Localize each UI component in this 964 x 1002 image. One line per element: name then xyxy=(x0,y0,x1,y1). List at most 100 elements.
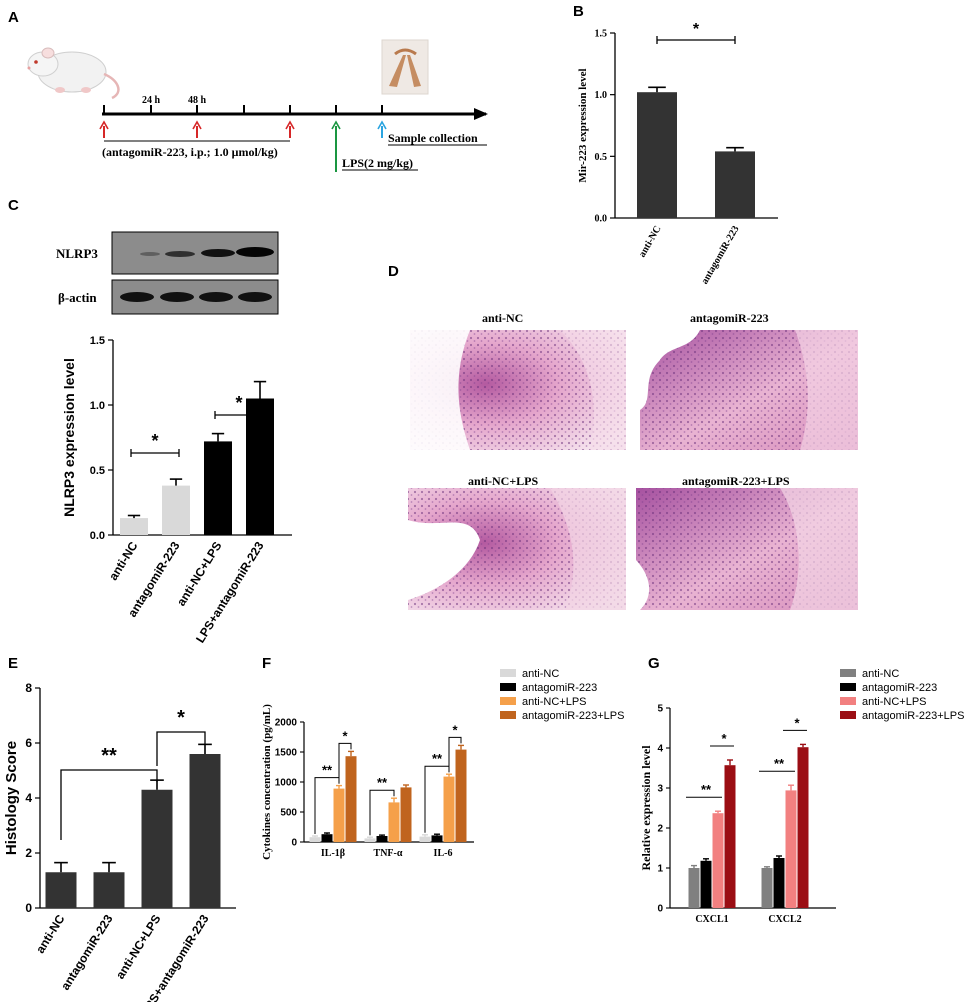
bar-antagomir-223 xyxy=(93,872,125,908)
chart-g: G 0 1 2 3 4 5 Relative expression level CXCL1 CX… xyxy=(639,655,964,925)
bar-antagomir-223-lps xyxy=(724,765,736,908)
bar-antagomir-223-lps xyxy=(797,747,809,908)
y-tick-label: 1.0 xyxy=(595,90,608,101)
y-tick-label: 0 xyxy=(657,904,663,915)
significance-label: ** xyxy=(101,745,117,767)
bar-anti-nc xyxy=(45,872,77,908)
y-tick-label: 5 xyxy=(657,704,663,715)
y-tick-label: 2000 xyxy=(275,718,298,729)
panel-d: D anti-NC antagomiR-223 anti-NC+LPS xyxy=(388,263,858,610)
panel-letter-c: C xyxy=(8,197,19,214)
significance-marker: * xyxy=(338,728,352,784)
sample-collection-label: Sample collection xyxy=(388,131,478,145)
injection-label: (antagomiR-223, i.p.; 1.0 μmol/kg) xyxy=(102,145,278,159)
histology-label-antagomir-223-lps: antagomiR-223+LPS xyxy=(682,474,790,488)
y-axis-label: Mir-223 expression level xyxy=(577,68,589,182)
legend-label: anti-NC xyxy=(862,668,899,680)
histology-image-antagomir-223 xyxy=(640,330,858,450)
y-tick-label: 0.0 xyxy=(595,214,608,225)
legend: anti-NC antagomiR-223 anti-NC+LPS antagomiR… xyxy=(840,668,964,722)
legend-label: anti-NC xyxy=(522,668,559,680)
bar-anti-nc xyxy=(688,868,700,908)
y-tick-label: 4 xyxy=(657,744,663,755)
bar-anti-nc-lps xyxy=(204,441,232,535)
y-tick-label: 0.0 xyxy=(90,530,105,542)
legend-swatch xyxy=(840,683,856,691)
panel-letter-d: D xyxy=(388,263,399,280)
significance-marker: * xyxy=(710,731,734,747)
significance-marker: * xyxy=(214,393,264,419)
y-tick-label: 3 xyxy=(657,784,663,795)
significance-label: * xyxy=(794,715,800,730)
histology-label-anti-nc: anti-NC xyxy=(482,311,523,325)
bar-antagomir-223 xyxy=(376,836,388,842)
western-blot: NLRP3 β-actin xyxy=(56,231,279,315)
timeline-arrows xyxy=(99,120,387,172)
lps-arrow xyxy=(331,120,341,172)
y-tick-label: 0.5 xyxy=(595,152,608,163)
significance-marker: ** xyxy=(369,775,395,836)
chart-e: E 0 2 4 6 8 Histology Score anti-NCantagomiR-22… xyxy=(3,655,236,1002)
bar-antagomir-223-lps xyxy=(345,756,357,842)
y-tick-label: 2 xyxy=(657,824,663,835)
bar-anti-nc xyxy=(419,836,431,842)
y-tick-label: 1.5 xyxy=(90,335,105,347)
injection-arrow xyxy=(99,120,109,138)
significance-label: * xyxy=(151,431,158,451)
bar-anti-nc-lps xyxy=(712,813,724,908)
x-tick-label: IL-1β xyxy=(321,848,345,859)
blot-row-label-actin: β-actin xyxy=(58,290,97,305)
blot-bands xyxy=(120,247,274,302)
significance-marker: * xyxy=(448,722,462,773)
y-tick-label: 1 xyxy=(657,864,663,875)
y-tick-label: 0 xyxy=(291,838,297,849)
significance-label: ** xyxy=(774,756,785,771)
timeline-ticks xyxy=(103,105,383,115)
histology-image-anti-nc-lps xyxy=(408,488,626,610)
x-tick-label: CXCL1 xyxy=(695,914,728,925)
bar-lps-antagomir-223 xyxy=(246,398,274,535)
bar-anti-nc-lps xyxy=(141,789,173,908)
x-tick-label: anti-NC xyxy=(33,912,68,956)
legend-label: anti-NC+LPS xyxy=(522,696,587,708)
panel-letter-b: B xyxy=(573,3,584,20)
y-tick-label: 6 xyxy=(25,736,32,750)
legend-swatch xyxy=(500,697,516,705)
y-tick-label: 2 xyxy=(25,846,32,860)
legend-label: antagomiR-223+LPS xyxy=(522,710,624,722)
bar-lps-antagomir-223 xyxy=(189,754,221,908)
tick-label-24h: 24 h xyxy=(142,95,161,106)
injection-arrow xyxy=(285,120,295,138)
bar-antagomir-223 xyxy=(715,151,755,218)
significance-marker: * xyxy=(130,431,180,457)
legend: anti-NC antagomiR-223 anti-NC+LPS antagomiR… xyxy=(500,668,624,722)
histology-label-antagomir-223: antagomiR-223 xyxy=(690,311,769,325)
bar-antagomir-223-lps xyxy=(455,749,467,842)
significance-label: * xyxy=(177,707,185,729)
bar-anti-nc xyxy=(309,837,321,842)
x-tick-label: antagomiR-223 xyxy=(699,224,741,286)
panel-letter-a: A xyxy=(8,9,19,26)
legend-swatch xyxy=(500,711,516,719)
y-axis-label: Relative expression level xyxy=(639,745,653,871)
bar-antagomir-223 xyxy=(321,834,333,842)
histology-label-anti-nc-lps: anti-NC+LPS xyxy=(468,474,539,488)
legend-swatch xyxy=(500,683,516,691)
significance-label: * xyxy=(693,21,700,38)
y-tick-label: 0.5 xyxy=(90,465,105,477)
x-tick-label: anti-NC xyxy=(637,224,664,259)
significance-marker: ** xyxy=(759,756,795,772)
significance-marker: ** xyxy=(60,745,158,840)
y-axis-label: Histology Score xyxy=(3,741,20,855)
x-tick-label: CXCL2 xyxy=(768,914,801,925)
legend-swatch xyxy=(500,669,516,677)
significance-label: ** xyxy=(322,763,333,778)
blot-row-label-nlrp3: NLRP3 xyxy=(56,246,98,261)
tick-label-48h: 48 h xyxy=(188,95,207,106)
legend-label: antagomiR-223+LPS xyxy=(862,710,964,722)
bar-antagomir-223-lps xyxy=(400,787,412,842)
bar-antagomir-223 xyxy=(431,835,443,842)
y-tick-label: 8 xyxy=(25,681,32,695)
legend-swatch xyxy=(840,697,856,705)
